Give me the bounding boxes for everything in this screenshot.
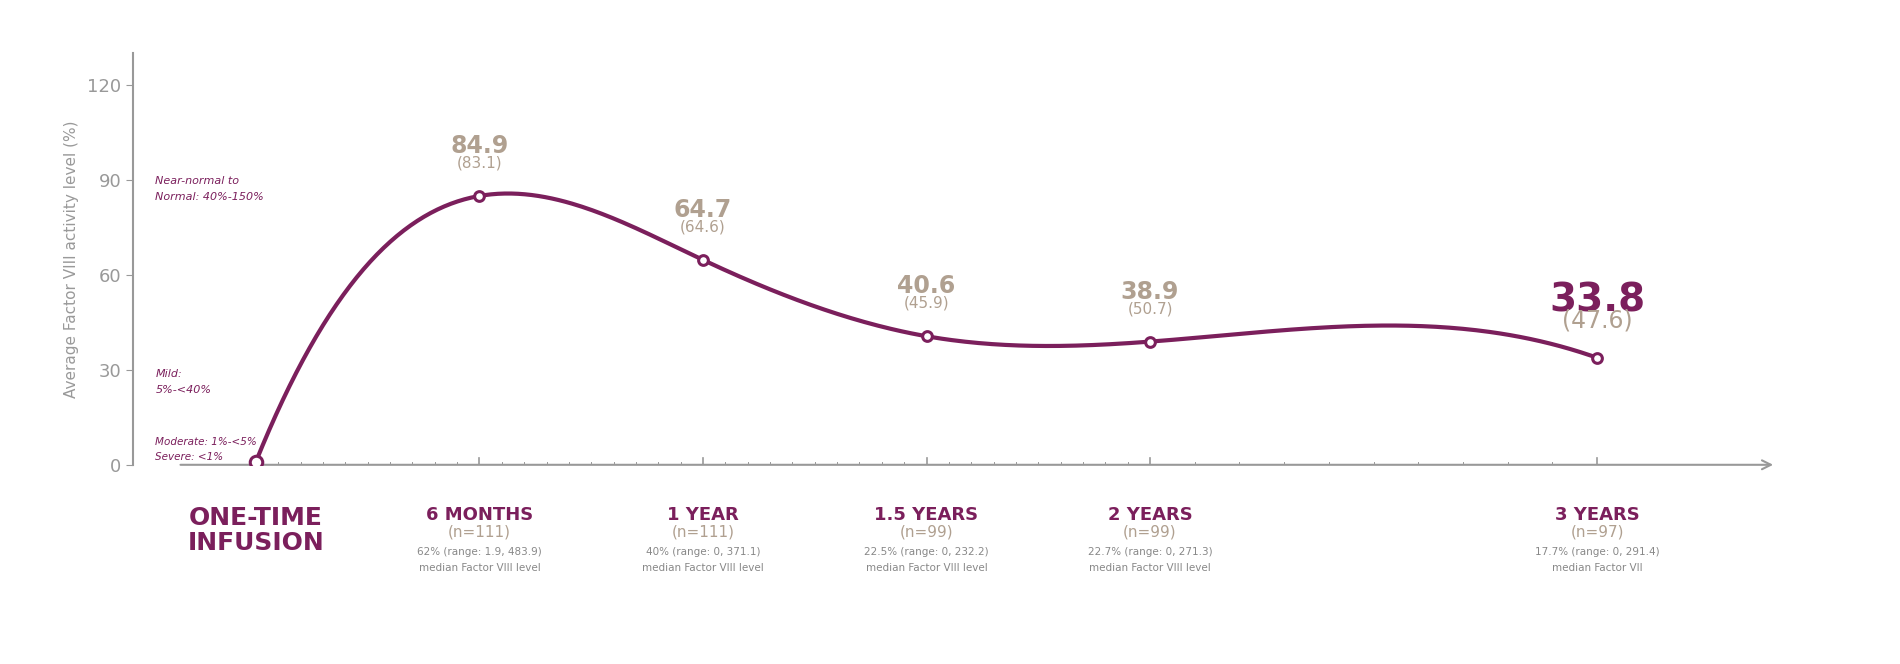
Text: (n=99): (n=99) xyxy=(1123,525,1176,540)
Text: INFUSION: INFUSION xyxy=(188,531,325,555)
Text: median Factor VIII level: median Factor VIII level xyxy=(642,563,764,573)
Text: 6 MONTHS: 6 MONTHS xyxy=(426,506,534,524)
Text: Severe: <1%: Severe: <1% xyxy=(156,452,224,461)
Text: 40.6: 40.6 xyxy=(897,274,956,298)
Text: (83.1): (83.1) xyxy=(456,155,502,171)
Text: Moderate: 1%-<5%: Moderate: 1%-<5% xyxy=(156,438,256,448)
Text: 2 YEARS: 2 YEARS xyxy=(1108,506,1193,524)
Y-axis label: Average Factor VIII activity level (%): Average Factor VIII activity level (%) xyxy=(65,120,78,398)
Text: 33.8: 33.8 xyxy=(1548,282,1645,320)
Text: 38.9: 38.9 xyxy=(1121,280,1180,303)
Text: median Factor VIII level: median Factor VIII level xyxy=(1089,563,1210,573)
Text: 40% (range: 0, 371.1): 40% (range: 0, 371.1) xyxy=(646,547,760,557)
Text: (50.7): (50.7) xyxy=(1127,301,1172,316)
Text: 22.5% (range: 0, 232.2): 22.5% (range: 0, 232.2) xyxy=(864,547,988,557)
Text: (47.6): (47.6) xyxy=(1562,309,1632,333)
Text: median Factor VIII level: median Factor VIII level xyxy=(418,563,540,573)
Text: ONE-TIME: ONE-TIME xyxy=(188,506,323,530)
Text: 64.7: 64.7 xyxy=(674,198,732,222)
Text: 17.7% (range: 0, 291.4): 17.7% (range: 0, 291.4) xyxy=(1535,547,1659,557)
Text: median Factor VIII level: median Factor VIII level xyxy=(866,563,988,573)
Text: median Factor VII: median Factor VII xyxy=(1552,563,1642,573)
Text: Near-normal to: Near-normal to xyxy=(156,176,239,186)
Text: 1 YEAR: 1 YEAR xyxy=(667,506,739,524)
Text: 62% (range: 1.9, 483.9): 62% (range: 1.9, 483.9) xyxy=(418,547,542,557)
Text: (n=111): (n=111) xyxy=(448,525,511,540)
Text: Mild:: Mild: xyxy=(156,369,182,379)
Text: 3 YEARS: 3 YEARS xyxy=(1554,506,1640,524)
Text: (n=111): (n=111) xyxy=(671,525,735,540)
Text: Normal: 40%-150%: Normal: 40%-150% xyxy=(156,192,264,202)
Text: 22.7% (range: 0, 271.3): 22.7% (range: 0, 271.3) xyxy=(1087,547,1212,557)
Text: 5%-<40%: 5%-<40% xyxy=(156,385,211,395)
Text: 84.9: 84.9 xyxy=(450,134,509,158)
Text: (64.6): (64.6) xyxy=(680,220,726,234)
Text: (45.9): (45.9) xyxy=(904,296,950,311)
Text: 1.5 YEARS: 1.5 YEARS xyxy=(874,506,978,524)
Text: (n=99): (n=99) xyxy=(901,525,954,540)
Text: (n=97): (n=97) xyxy=(1571,525,1624,540)
